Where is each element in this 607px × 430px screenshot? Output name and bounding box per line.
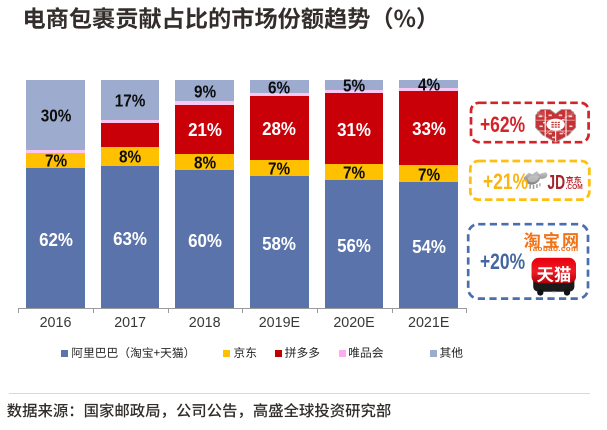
svg-text:JD: JD <box>547 170 565 193</box>
svg-text:.COM: .COM <box>566 184 583 191</box>
